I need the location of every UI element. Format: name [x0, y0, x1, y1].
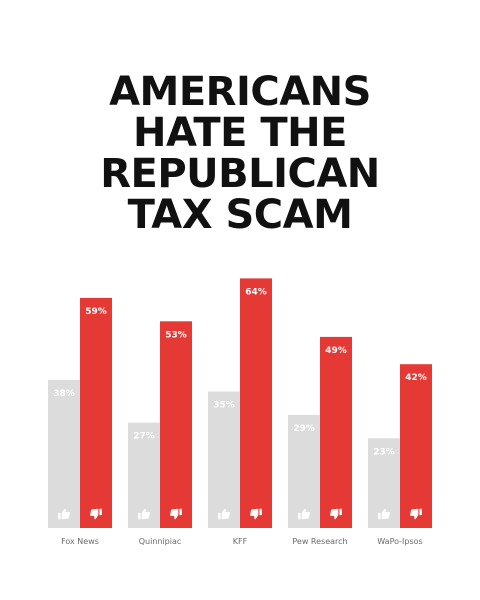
value-label-approve-2: 27% — [133, 432, 155, 442]
title-line-1: AMERICANS — [109, 69, 371, 115]
title-line-4: TAX SCAM — [127, 192, 353, 238]
value-label-approve-4: 29% — [293, 424, 315, 434]
title-line-3: REPUBLICAN — [100, 151, 380, 197]
category-label-4: Pew Research — [292, 537, 347, 546]
bar-disapprove-5 — [400, 364, 432, 528]
value-label-disapprove-2: 53% — [165, 330, 187, 340]
value-label-approve-3: 35% — [213, 401, 235, 411]
value-label-disapprove-4: 49% — [325, 346, 347, 356]
category-label-1: Fox News — [61, 537, 99, 546]
bar-disapprove-1 — [80, 297, 112, 528]
category-label-2: Quinnipiac — [139, 537, 182, 546]
value-label-disapprove-5: 42% — [405, 373, 427, 383]
value-label-disapprove-1: 59% — [85, 307, 107, 317]
bar-approve-3 — [208, 391, 240, 528]
chart-title: AMERICANS HATE THE REPUBLICAN TAX SCAM — [0, 72, 480, 236]
bar-approve-4 — [288, 414, 320, 528]
category-label-5: WaPo-Ipsos — [377, 537, 422, 546]
title-line-2: HATE THE — [133, 110, 347, 156]
value-label-approve-1: 38% — [53, 389, 75, 399]
bar-disapprove-3 — [240, 278, 272, 528]
bar-approve-1 — [48, 379, 80, 528]
value-label-approve-5: 23% — [373, 447, 395, 457]
value-label-disapprove-3: 64% — [245, 287, 267, 297]
bar-disapprove-2 — [160, 321, 192, 528]
category-label-3: KFF — [233, 537, 248, 546]
bar-disapprove-4 — [320, 336, 352, 528]
